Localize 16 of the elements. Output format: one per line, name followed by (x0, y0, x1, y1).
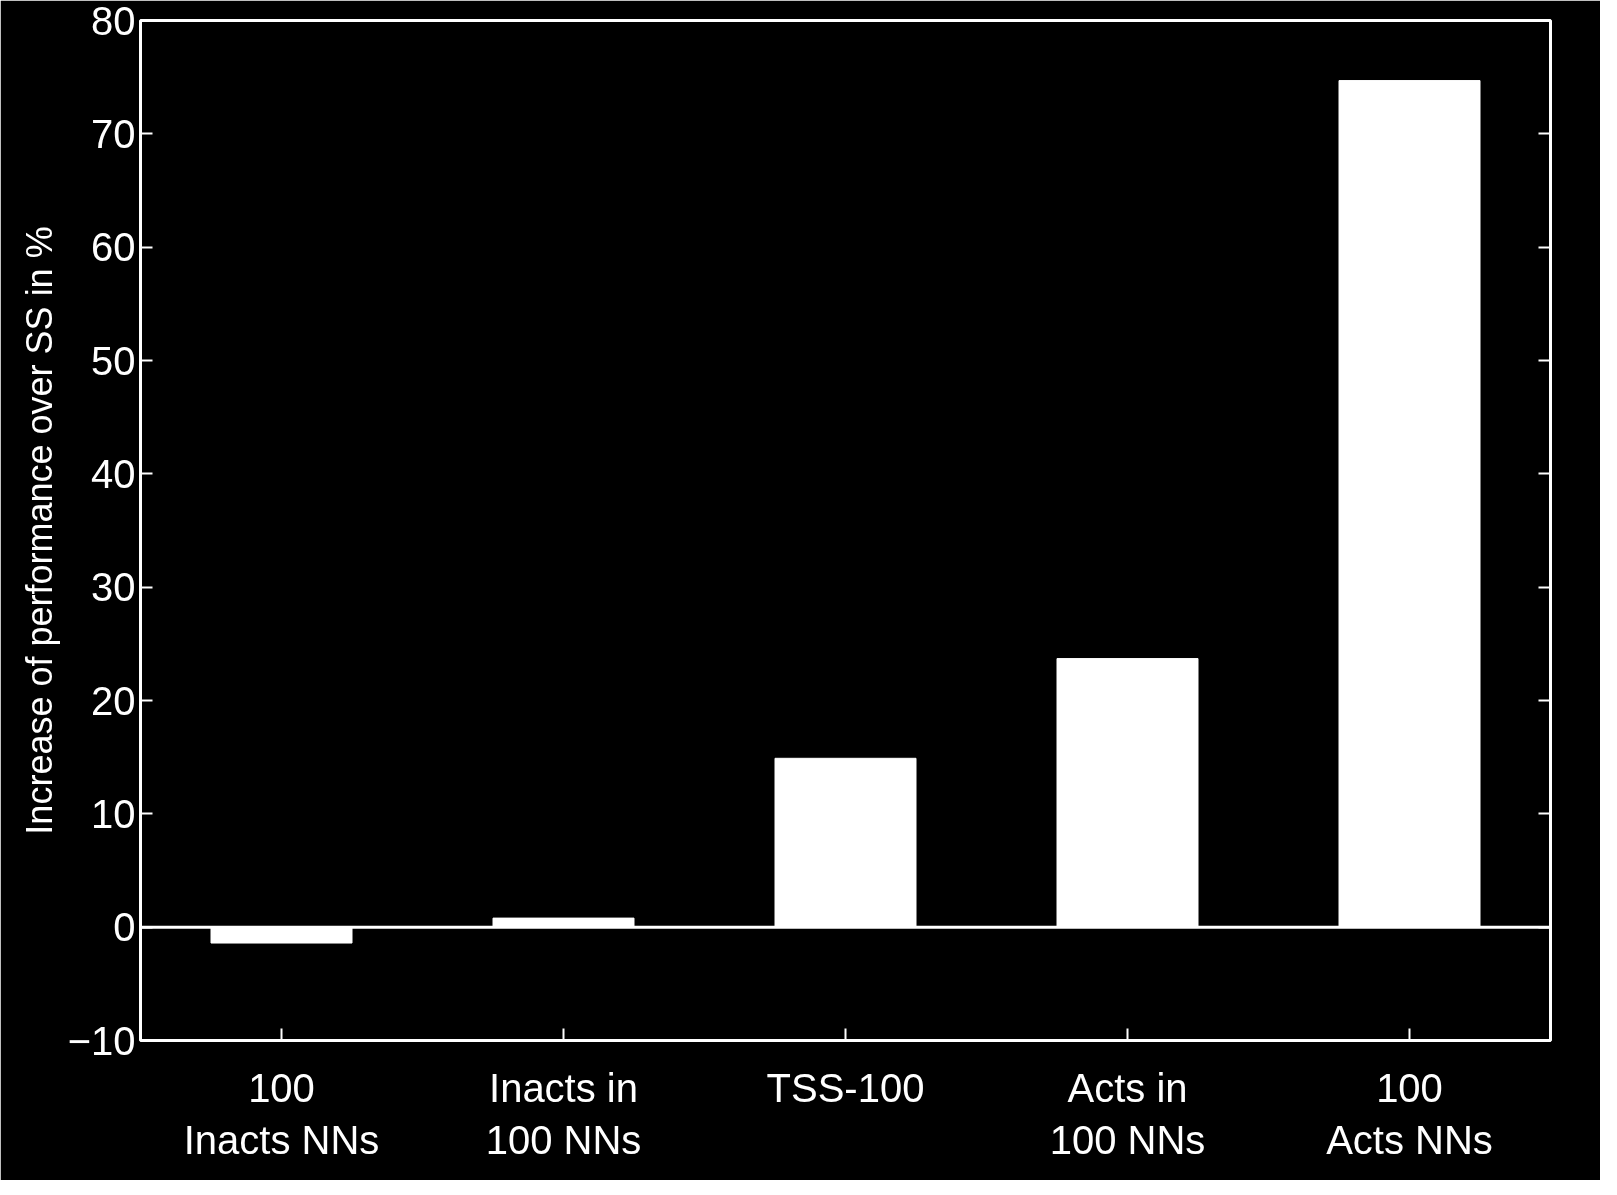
y-tick-label: 10 (91, 791, 136, 836)
y-tick-label: 20 (91, 678, 136, 723)
x-tick-label: 100 Inacts NNs (183, 1065, 380, 1163)
y-tick-label: 50 (91, 338, 136, 383)
y-tick-label: 0 (113, 905, 136, 950)
x-tick-label: TSS-100 (766, 1065, 925, 1110)
y-tick-label: 60 (91, 225, 136, 270)
y-tick-label: 30 (91, 565, 136, 610)
x-tick-label: Inacts in 100 NNs (485, 1065, 642, 1163)
y-axis-title: Increase of performance over SS in % (18, 226, 60, 835)
x-tick-label: Acts in 100 NNs (1049, 1065, 1206, 1163)
x-tick-label: 100 Acts NNs (1326, 1065, 1493, 1163)
y-tick-label: 80 (91, 0, 136, 43)
y-tick-label: −10 (67, 1018, 136, 1063)
y-tick-label: 70 (91, 111, 136, 156)
y-tick-label: 40 (91, 451, 136, 496)
